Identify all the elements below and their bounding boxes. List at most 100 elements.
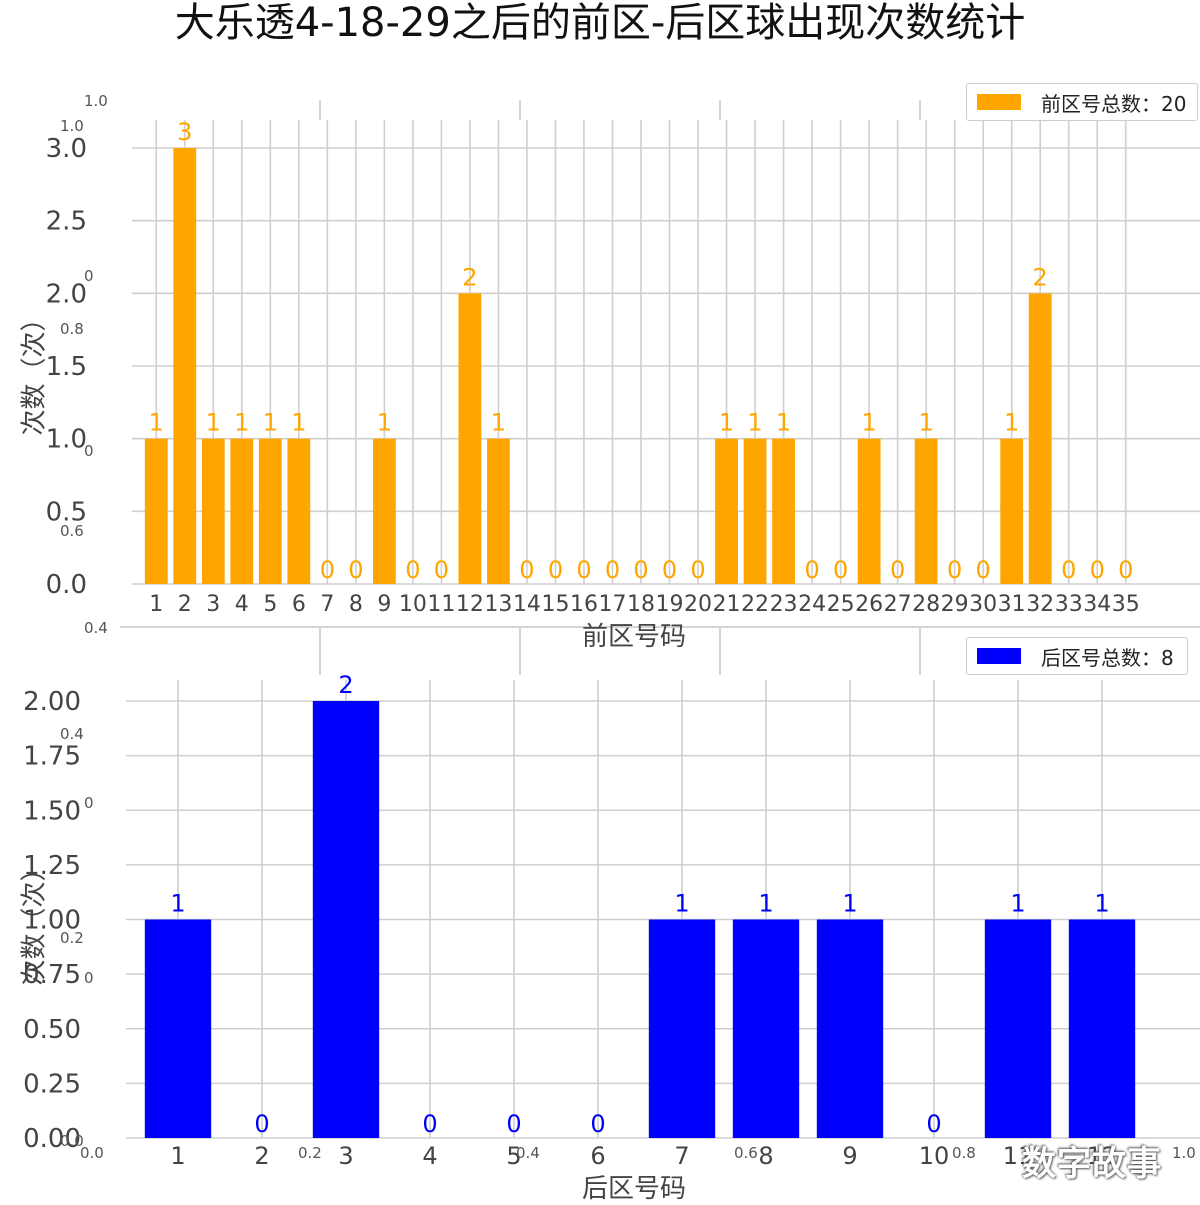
x-tick-label: 4: [422, 1142, 437, 1170]
y-tick-label: 3.0: [46, 134, 87, 164]
bar: [984, 919, 1052, 1138]
x-tick-label: 10: [919, 1142, 950, 1170]
x-tick-label: 27: [884, 592, 912, 617]
x-tick-label: 21: [713, 592, 741, 617]
x-tick-label: 35: [1112, 592, 1140, 617]
front-zone-y-axis-label: 次数（次）: [19, 305, 50, 436]
y-tick-label: 1.75: [23, 742, 81, 772]
bar-value-label: 0: [1090, 556, 1105, 584]
ghost-x-label: 1.0: [1172, 1144, 1196, 1162]
back-zone-x-axis-label: 后区号码: [582, 1174, 687, 1204]
bar: [816, 919, 884, 1138]
x-tick-label: 10: [399, 592, 427, 617]
bar-value-label: 0: [590, 1110, 605, 1138]
bar-value-label: 0: [422, 1110, 437, 1138]
bar-value-label: 0: [254, 1110, 269, 1138]
ghost-y-label: 0: [84, 442, 94, 460]
x-tick-label: 6: [590, 1142, 605, 1170]
ghost-y-label: 0.8: [60, 320, 84, 338]
front-zone-chart: 0.00.51.01.52.02.53.01132131415160708190…: [46, 118, 1200, 617]
x-tick-label: 18: [627, 592, 655, 617]
x-tick-label: 22: [741, 592, 769, 617]
bar: [715, 438, 738, 584]
x-tick-label: 5: [263, 592, 277, 617]
ghost-x-label: 0.8: [952, 1144, 976, 1162]
bar-value-label: 1: [919, 409, 934, 437]
bar-value-label: 0: [1118, 556, 1133, 584]
bar-value-label: 1: [491, 409, 506, 437]
bar: [732, 919, 800, 1138]
back-zone-legend: 后区号总数：8: [966, 637, 1188, 675]
x-tick-label: 9: [842, 1142, 857, 1170]
x-tick-label: 9: [377, 592, 391, 617]
bar-value-label: 0: [576, 556, 591, 584]
x-tick-label: 25: [827, 592, 855, 617]
bar: [201, 438, 225, 584]
bar: [1000, 438, 1024, 584]
bar-value-label: 0: [690, 556, 705, 584]
x-tick-label: 24: [798, 592, 826, 617]
x-tick-label: 15: [541, 592, 569, 617]
x-tick-label: 12: [456, 592, 484, 617]
bar-value-label: 1: [674, 890, 689, 918]
bar-value-label: 1: [776, 409, 791, 437]
bar: [230, 438, 254, 584]
bar-value-label: 1: [747, 409, 762, 437]
x-tick-label: 11: [1003, 1142, 1034, 1170]
bar: [772, 438, 795, 584]
ghost-y-label: 0: [84, 794, 94, 812]
bar-value-label: 0: [976, 556, 991, 584]
ghost-x-label: 0.6: [734, 1144, 758, 1162]
x-tick-label: 32: [1026, 592, 1054, 617]
x-tick-label: 8: [758, 1142, 773, 1170]
ghost-x-label: 0.0: [80, 1144, 104, 1162]
bar-value-label: 1: [291, 409, 306, 437]
bar: [1028, 293, 1052, 584]
front-zone-legend-label: 前区号总数：20: [1041, 91, 1187, 116]
bar-value-label: 1: [377, 409, 392, 437]
bar: [372, 438, 396, 584]
bar: [173, 148, 197, 584]
x-tick-label: 3: [338, 1142, 353, 1170]
bar-value-label: 0: [434, 556, 449, 584]
bar-value-label: 1: [206, 409, 221, 437]
bar: [144, 438, 168, 584]
bar-value-label: 0: [1061, 556, 1076, 584]
bar-value-label: 1: [1004, 409, 1019, 437]
background-ghost-grid: [120, 100, 1200, 675]
bar-value-label: 0: [605, 556, 620, 584]
bar: [914, 438, 938, 584]
bar-value-label: 2: [1033, 263, 1048, 291]
ghost-y-label: 0: [84, 267, 94, 285]
bar: [648, 919, 716, 1138]
y-tick-label: 2.5: [46, 207, 87, 237]
bar-value-label: 1: [263, 409, 278, 437]
bar: [487, 438, 510, 584]
bar-value-label: 1: [758, 890, 773, 918]
ghost-y-label: 0.0: [60, 1132, 84, 1150]
x-tick-label: 3: [206, 592, 220, 617]
bar: [287, 438, 311, 584]
bar-value-label: 1: [842, 890, 857, 918]
x-tick-label: 14: [513, 592, 541, 617]
bar-value-label: 1: [719, 409, 734, 437]
ghost-y-label: 0.2: [60, 929, 84, 947]
watermark: 数字故事: [1022, 1144, 1162, 1184]
bar: [743, 438, 767, 584]
ghost-y-label: 1.0: [84, 92, 108, 110]
ghost-y-label: 0.4: [60, 725, 84, 743]
bar-value-label: 0: [633, 556, 648, 584]
x-tick-label: 13: [484, 592, 512, 617]
x-tick-label: 1: [149, 592, 163, 617]
bar-value-label: 0: [662, 556, 677, 584]
x-tick-label: 8: [349, 592, 363, 617]
y-tick-label: 1.50: [23, 796, 81, 826]
ghost-y-label: 0: [84, 969, 94, 987]
back-zone-legend-swatch: [977, 648, 1021, 664]
x-tick-label: 7: [320, 592, 334, 617]
bar-value-label: 0: [926, 1110, 941, 1138]
y-tick-label: 2.00: [23, 687, 81, 717]
x-tick-label: 29: [941, 592, 969, 617]
bar: [857, 438, 881, 584]
y-tick-label: 0.5: [46, 497, 87, 527]
